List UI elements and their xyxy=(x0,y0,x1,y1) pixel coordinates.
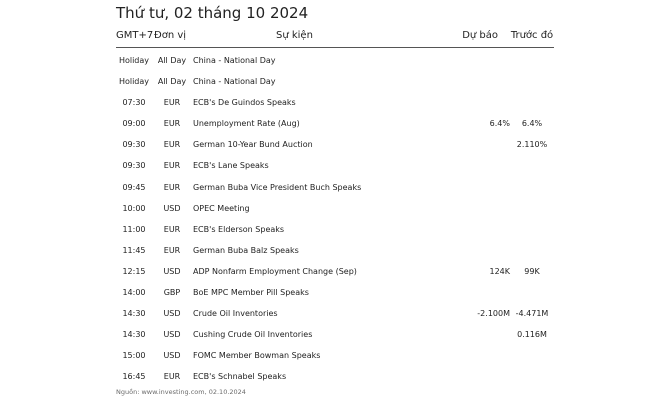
cell-time: 09:30 xyxy=(122,161,146,171)
cell-forecast: 124K xyxy=(489,266,510,276)
table-row: 15:00 USD FOMC Member Bowman Speaks xyxy=(116,347,554,368)
cell-event: ECB's Elderson Speaks xyxy=(193,224,285,234)
cell-currency: EUR xyxy=(163,161,181,171)
cell-currency: GBP xyxy=(163,288,181,298)
table-row: 09:30 EUR ECB's Lane Speaks xyxy=(116,157,554,178)
cell-currency: All Day xyxy=(157,56,187,65)
cell-event: ECB's Lane Speaks xyxy=(193,161,269,171)
cell-previous: 99K xyxy=(524,266,540,276)
cell-time: 16:45 xyxy=(122,372,146,382)
cell-event: OPEC Meeting xyxy=(193,203,250,213)
header-event: Sự kiện xyxy=(276,30,313,41)
cell-time: 14:30 xyxy=(122,309,146,319)
cell-event: German Buba Balz Speaks xyxy=(193,245,299,255)
cell-time: 11:45 xyxy=(122,245,146,255)
table-row: 09:00 EUR Unemployment Rate (Aug) 6.4% 6.4% xyxy=(116,115,554,136)
header-forecast: Dự báo xyxy=(462,30,498,41)
cell-time: 12:15 xyxy=(122,266,146,276)
cell-previous: 6.4% xyxy=(521,119,543,129)
cell-previous: 0.116M xyxy=(517,330,547,340)
cell-currency: USD xyxy=(163,266,181,276)
cell-currency: All Day xyxy=(157,77,187,87)
table-header: GMT+7 Đơn vị Sự kiện Dự báo Trước đó xyxy=(116,26,554,45)
cell-previous: -4.471M xyxy=(515,309,549,319)
table-row: 16:45 EUR ECB's Schnabel Speaks xyxy=(116,368,554,389)
cell-event: ADP Nonfarm Employment Change (Sep) xyxy=(193,266,357,276)
cell-event: China - National Day xyxy=(193,77,276,87)
table-row: 11:00 EUR ECB's Elderson Speaks xyxy=(116,221,554,242)
page-title: Thứ tư, 02 tháng 10 2024 xyxy=(116,4,309,22)
table-row: 11:45 EUR German Buba Balz Speaks xyxy=(116,242,554,263)
cell-currency: USD xyxy=(163,203,181,213)
header-time: GMT+7 xyxy=(116,30,154,41)
table-row: 10:00 USD OPEC Meeting xyxy=(116,200,554,221)
cell-forecast: 6.4% xyxy=(489,119,510,129)
calendar-table: GMT+7 Đơn vị Sự kiện Dự báo Trước đó Hol… xyxy=(116,26,554,390)
table-row: Holiday All Day China - National Day xyxy=(116,73,554,94)
cell-event: China - National Day xyxy=(193,56,276,65)
cell-time: Holiday xyxy=(118,77,150,87)
cell-event: BoE MPC Member Pill Speaks xyxy=(193,288,309,298)
table-row: 14:30 USD Cushing Crude Oil Inventories 0.1… xyxy=(116,326,554,347)
table-row: 09:45 EUR German Buba Vice President Buch … xyxy=(116,179,554,200)
cell-currency: USD xyxy=(163,309,181,319)
table-row: 07:30 EUR ECB's De Guindos Speaks xyxy=(116,94,554,115)
table-row: 14:30 USD Crude Oil Inventories -2.100M -4.4… xyxy=(116,305,554,326)
cell-previous: 2.110% xyxy=(516,140,548,150)
cell-currency: EUR xyxy=(163,119,181,129)
source-note: Nguồn: www.investing.com, 02.10.2024 xyxy=(116,388,246,396)
header-divider xyxy=(116,47,554,48)
cell-event: Crude Oil Inventories xyxy=(193,309,278,319)
header-previous: Trước đó xyxy=(510,30,554,41)
header-currency: Đơn vị xyxy=(154,30,187,41)
cell-event: FOMC Member Bowman Speaks xyxy=(193,351,321,361)
cell-time: 11:00 xyxy=(122,224,146,234)
cell-currency: EUR xyxy=(163,182,181,192)
cell-currency: EUR xyxy=(163,224,181,234)
cell-currency: USD xyxy=(163,330,181,340)
cell-time: 15:00 xyxy=(122,351,146,361)
table-row: 12:15 USD ADP Nonfarm Employment Change (S… xyxy=(116,263,554,284)
cell-event: Unemployment Rate (Aug) xyxy=(193,119,300,129)
table-row: 09:30 EUR German 10-Year Bund Auction 2.110… xyxy=(116,136,554,157)
cell-event: ECB's De Guindos Speaks xyxy=(193,98,296,108)
cell-time: 09:30 xyxy=(122,140,146,150)
cell-event: German Buba Vice President Buch Speaks xyxy=(193,182,362,192)
cell-event: Cushing Crude Oil Inventories xyxy=(193,330,313,340)
cell-currency: EUR xyxy=(163,98,181,108)
cell-time: 09:45 xyxy=(122,182,146,192)
cell-event: German 10-Year Bund Auction xyxy=(193,140,313,150)
cell-currency: EUR xyxy=(163,372,181,382)
cell-forecast: -2.100M xyxy=(477,309,510,319)
table-row: 14:00 GBP BoE MPC Member Pill Speaks xyxy=(116,284,554,305)
cell-event: ECB's Schnabel Speaks xyxy=(193,372,287,382)
cell-time: 09:00 xyxy=(122,119,146,129)
table-row: Holiday All Day China - National Day xyxy=(116,52,554,73)
cell-time: 14:30 xyxy=(122,330,146,340)
cell-currency: USD xyxy=(163,351,181,361)
cell-currency: EUR xyxy=(163,140,181,150)
cell-time: 14:00 xyxy=(122,288,146,298)
cell-time: 10:00 xyxy=(122,203,146,213)
cell-currency: EUR xyxy=(163,245,181,255)
cell-time: Holiday xyxy=(118,56,150,65)
cell-time: 07:30 xyxy=(122,98,146,108)
table-body: Holiday All Day China - National Day Holida… xyxy=(116,52,554,390)
